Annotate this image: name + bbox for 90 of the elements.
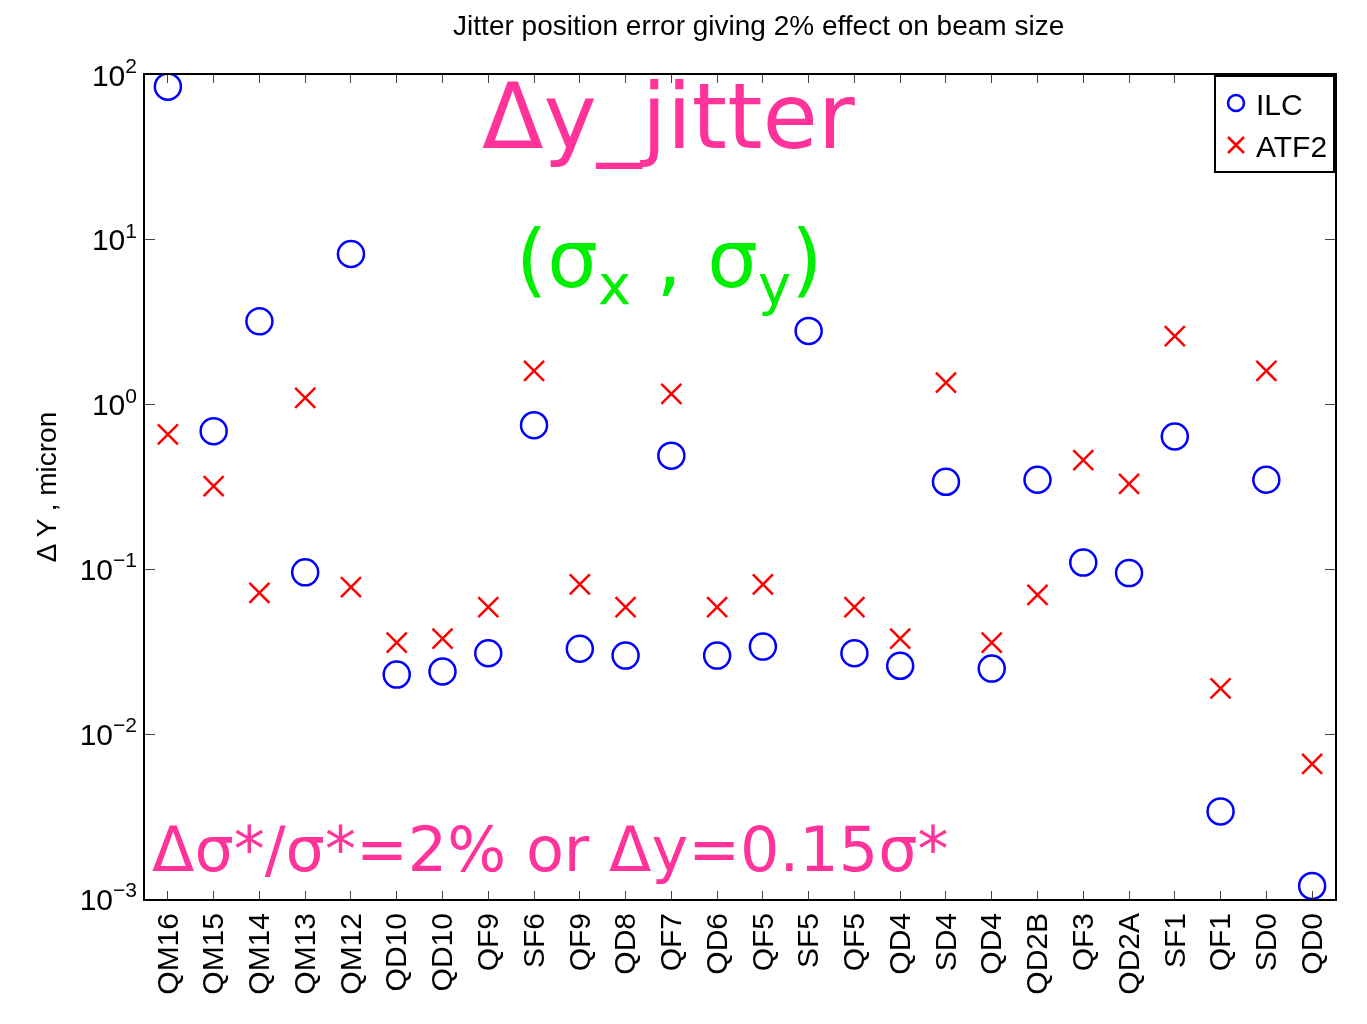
y-tick-label: 10$^{1}$ <box>91 218 137 257</box>
x-tick-label: SD4 <box>928 913 962 972</box>
x-tick-label: SF5 <box>791 913 825 969</box>
point <box>614 595 637 619</box>
point <box>748 632 778 661</box>
x-tick-label: QD4 <box>882 913 916 975</box>
x-tick-label: QD8 <box>608 913 642 975</box>
point <box>657 441 686 470</box>
point <box>522 359 546 383</box>
point <box>245 307 274 336</box>
x-tick-label: QF5 <box>745 913 779 972</box>
y-tick-label: 10$^{−1}$ <box>79 548 137 586</box>
x-tick-label: QD2A <box>1111 913 1145 995</box>
point <box>385 631 408 654</box>
y-tick-label: 10$^{−3}$ <box>79 877 137 916</box>
point <box>568 573 592 596</box>
point <box>1069 548 1098 577</box>
x-tick-label: QD2B <box>1020 913 1054 995</box>
point <box>339 575 363 599</box>
point <box>934 371 958 394</box>
point <box>705 595 729 619</box>
point <box>248 581 271 605</box>
point <box>840 638 869 668</box>
point <box>519 410 549 440</box>
point <box>153 75 183 101</box>
point <box>885 651 915 681</box>
point <box>199 416 228 446</box>
y-tick-label: 10$^{−2}$ <box>79 713 137 751</box>
point <box>1163 324 1187 348</box>
point <box>980 631 1003 654</box>
annotation: Δy_jitter <box>482 64 855 169</box>
point <box>1026 583 1049 607</box>
point <box>794 316 823 346</box>
x-tick-label: SD0 <box>1249 913 1283 972</box>
point <box>843 595 866 619</box>
annotation: (σ$_{x}$ , σ$_{y}$) <box>516 213 823 317</box>
y-tick-label: 10$^{2}$ <box>91 53 137 92</box>
point <box>660 382 683 406</box>
point <box>290 558 320 587</box>
point <box>382 660 411 689</box>
point <box>1206 797 1235 826</box>
x-tick-label: SF1 <box>1157 913 1191 969</box>
legend-label: ILC <box>1256 87 1303 121</box>
point <box>565 634 595 663</box>
point <box>888 627 912 650</box>
x-tick-label: QD10 <box>379 913 413 992</box>
x-tick-label: QF5 <box>837 913 871 972</box>
point <box>611 641 640 670</box>
point <box>1297 871 1327 899</box>
y-axis-title: Δ Y , micron <box>30 411 62 563</box>
point <box>1255 359 1278 383</box>
x-tick-label: QD10 <box>425 913 459 992</box>
point <box>1160 422 1190 451</box>
point <box>931 467 961 497</box>
point <box>1072 448 1095 472</box>
x-tick-label: QF9 <box>562 913 596 972</box>
x-tick-label: QM14 <box>242 913 276 995</box>
point <box>1252 465 1281 494</box>
point <box>202 474 225 498</box>
legend-label: ATF2 <box>1256 129 1328 163</box>
x-tick-label: QM15 <box>196 913 230 995</box>
point <box>474 638 503 668</box>
point <box>428 657 457 686</box>
chart-title: Jitter position error giving 2% effect on beam size <box>453 9 1065 41</box>
x-tick-label: QD4 <box>974 913 1008 975</box>
point <box>156 423 180 446</box>
x-tick-label: QF7 <box>654 913 688 972</box>
x-tick-label: QM12 <box>333 913 367 995</box>
point <box>751 573 775 596</box>
point <box>431 627 454 650</box>
point <box>1114 558 1144 588</box>
x-tick-label: SF6 <box>516 913 550 969</box>
x-tick-label: QF1 <box>1203 913 1237 972</box>
x-tick-label: QM13 <box>287 913 321 995</box>
point <box>1300 752 1324 776</box>
x-tick-label: QD0 <box>1294 913 1328 975</box>
x-tick-label: QD6 <box>699 913 733 975</box>
x-tick-label: QF3 <box>1066 913 1100 972</box>
y-tick-label: 10$^{0}$ <box>91 383 137 422</box>
point <box>1209 677 1232 700</box>
x-tick-label: QF9 <box>471 913 505 972</box>
point <box>1117 472 1141 496</box>
annotation: Δσ*/σ*=2% or Δy=0.15σ* <box>152 813 949 886</box>
point <box>702 641 732 670</box>
point <box>1023 465 1052 494</box>
x-tick-label: QM16 <box>150 913 184 995</box>
point <box>336 239 366 269</box>
point <box>977 654 1006 683</box>
point <box>477 595 500 619</box>
point <box>293 386 317 410</box>
